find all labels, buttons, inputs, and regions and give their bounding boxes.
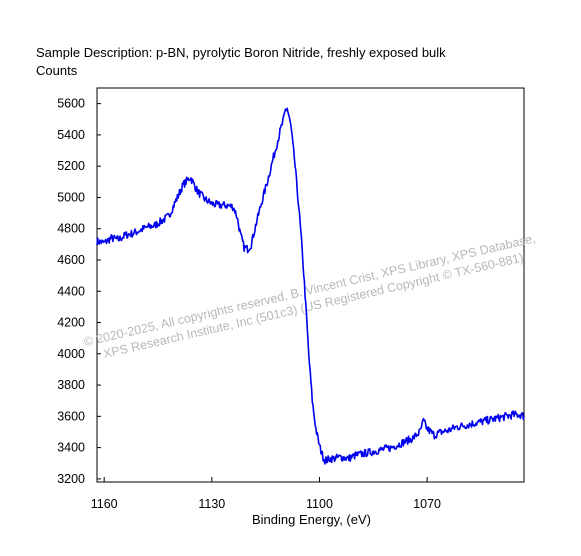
y-tick-label: 3600 [57, 409, 85, 423]
x-tick-label: 1160 [91, 497, 118, 511]
y-tick-label: 5400 [57, 128, 85, 142]
watermark-line-1: © 2020-2025, All copyrights reserved, B.… [83, 231, 537, 349]
sample-description: Sample Description: p-BN, pyrolytic Boro… [36, 45, 446, 60]
y-tick-label: 4400 [57, 284, 85, 298]
x-ticks: 1160 1130 1100 1070 [91, 477, 441, 511]
y-ticks: 3200 3400 3600 3800 4000 4200 4400 4600 4800 5000… [57, 97, 101, 486]
x-tick-label: 1070 [413, 497, 441, 511]
x-tick-label: 1130 [198, 497, 225, 511]
y-tick-label: 4200 [57, 316, 85, 330]
x-tick-label: 1100 [306, 497, 333, 511]
y-tick-label: 3400 [57, 441, 85, 455]
watermark-line-2: XPS Research Institute, Inc (501c3) (US … [102, 251, 525, 362]
copyright-watermark: © 2020-2025, All copyrights reserved, B.… [83, 231, 537, 362]
y-tick-label: 3200 [57, 472, 85, 486]
y-tick-label: 5000 [57, 190, 85, 204]
x-axis-label-text: Binding Energy, (eV) [252, 512, 371, 527]
spectrum-series-line [96, 107, 525, 465]
y-tick-label: 4000 [57, 347, 85, 361]
y-tick-label: 4800 [57, 222, 85, 236]
y-tick-label: 5600 [57, 97, 85, 111]
y-tick-label: 3800 [57, 378, 85, 392]
y-tick-label: 5200 [57, 159, 85, 173]
plot-frame [96, 87, 525, 483]
y-axis-label: Counts [36, 63, 78, 78]
y-tick-label: 4600 [57, 253, 85, 267]
